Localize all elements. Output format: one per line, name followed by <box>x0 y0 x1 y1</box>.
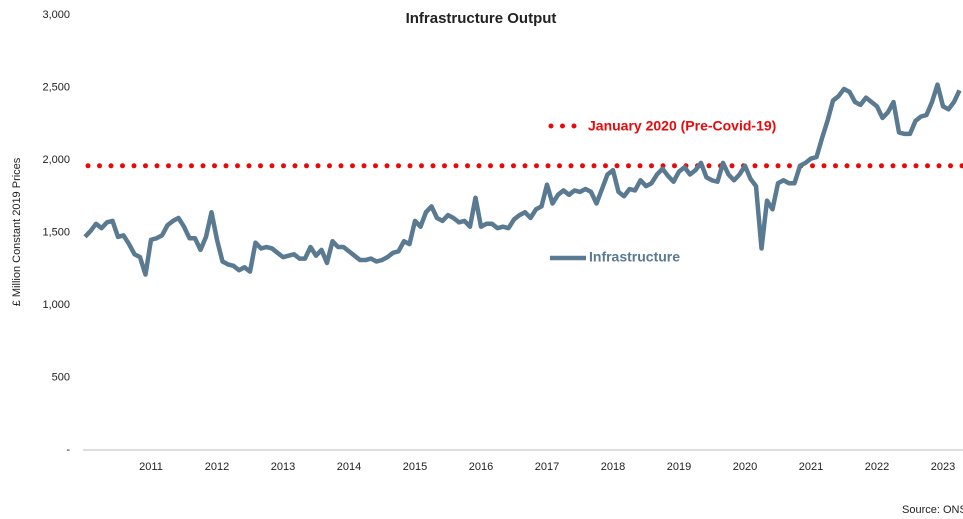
chart-title: Infrastructure Output <box>406 10 557 27</box>
x-tick-label: 2016 <box>469 461 493 473</box>
legend-label: Infrastructure <box>589 249 680 265</box>
x-tick-label: 2015 <box>403 461 427 473</box>
x-tick-label: 2017 <box>535 461 559 473</box>
x-tick-label: 2013 <box>271 461 295 473</box>
x-tick-label: 2014 <box>337 461 361 473</box>
data-line <box>83 82 962 277</box>
x-tick-label: 2012 <box>205 461 229 473</box>
y-tick-label: 1,000 <box>42 299 70 311</box>
y-tick-label: - <box>66 444 70 456</box>
y-tick-label: 500 <box>52 371 70 383</box>
legend-label: January 2020 (Pre-Covid-19) <box>588 118 776 134</box>
x-tick-label: 2020 <box>733 461 757 473</box>
y-tick-label: 1,500 <box>42 226 70 238</box>
x-tick-label: 2021 <box>799 461 823 473</box>
x-tick-label: 2011 <box>139 461 163 473</box>
y-tick-label: 3,000 <box>42 9 70 21</box>
y-tick-label: 2,500 <box>42 81 70 93</box>
x-tick-label: 2022 <box>865 461 889 473</box>
x-tick-label: 2019 <box>667 461 691 473</box>
x-tick-label: 2018 <box>601 461 625 473</box>
source-note: Source: ONS <box>902 504 963 516</box>
y-axis-label: £ Million Constant 2019 Prices <box>11 157 23 306</box>
x-tick-label: 2023 <box>931 461 955 473</box>
y-tick-label: 2,000 <box>42 154 70 166</box>
